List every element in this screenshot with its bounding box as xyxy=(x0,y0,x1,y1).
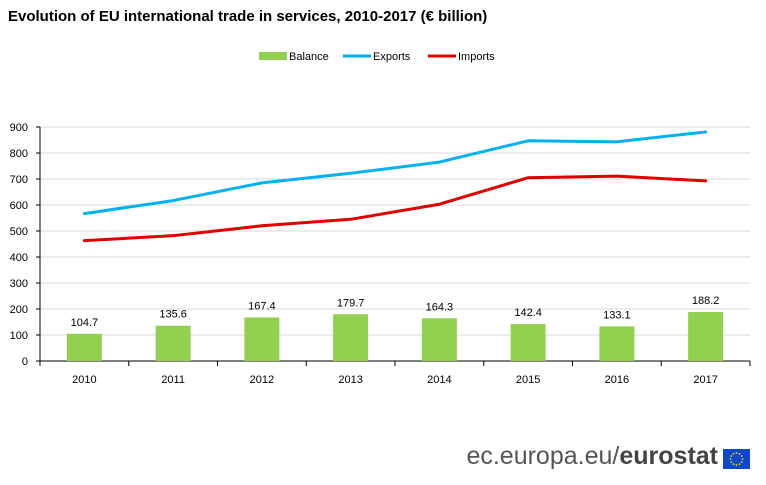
x-tick-label: 2013 xyxy=(338,374,362,386)
eu-star-icon xyxy=(738,452,741,455)
balance-data-label: 104.7 xyxy=(71,317,99,329)
eu-star-icon xyxy=(730,461,733,463)
legend-label-balance: Balance xyxy=(289,51,329,63)
chart-title: Evolution of EU international trade in s… xyxy=(8,8,488,25)
legend-label-exports: Exports xyxy=(373,51,411,63)
legend-swatch-balance xyxy=(259,52,287,60)
y-tick-label: 800 xyxy=(10,148,28,160)
balance-data-label: 167.4 xyxy=(248,300,276,312)
eu-star-icon xyxy=(735,464,738,466)
x-tick-label: 2012 xyxy=(250,374,274,386)
y-tick-label: 700 xyxy=(10,174,28,186)
balance-data-label: 164.3 xyxy=(426,301,454,313)
eu-star-icon xyxy=(735,452,738,454)
balance-data-label: 179.7 xyxy=(337,297,365,309)
x-tick-label: 2010 xyxy=(72,374,96,386)
x-tick-label: 2014 xyxy=(427,374,451,386)
footer-site: ec.europa.eu/ xyxy=(466,442,620,470)
y-tick-label: 300 xyxy=(10,278,28,290)
y-tick-label: 400 xyxy=(10,252,28,264)
imports-line xyxy=(82,174,708,243)
balance-data-label: 142.4 xyxy=(514,307,542,319)
eu-star-icon xyxy=(732,452,735,455)
y-tick-label: 200 xyxy=(10,304,28,316)
y-tick-label: 900 xyxy=(10,122,28,134)
x-tick-label: 2011 xyxy=(161,374,185,386)
eu-flag-icon xyxy=(723,449,750,469)
y-tick-label: 0 xyxy=(22,356,28,368)
balance-bar xyxy=(510,323,546,361)
balance-bar xyxy=(155,325,191,361)
eu-star-icon xyxy=(738,463,741,466)
eu-star-icon xyxy=(729,458,732,460)
y-tick-label: 500 xyxy=(10,226,28,238)
balance-bar xyxy=(244,317,280,361)
balance-bar xyxy=(599,326,635,361)
balance-bar xyxy=(688,312,724,361)
balance-bar xyxy=(333,314,369,361)
legend-label-imports: Imports xyxy=(458,51,495,63)
balance-data-label: 135.6 xyxy=(159,309,187,321)
balance-data-label: 133.1 xyxy=(603,309,631,321)
footer-brand: eurostat xyxy=(619,442,718,470)
x-tick-label: 2016 xyxy=(605,374,629,386)
eurostat-footer: ec.europa.eu/eurostat xyxy=(466,442,718,471)
x-tick-label: 2017 xyxy=(693,374,717,386)
exports-line xyxy=(82,130,708,216)
eu-star-icon xyxy=(741,458,744,460)
y-tick-label: 100 xyxy=(10,330,28,342)
balance-data-label: 188.2 xyxy=(692,295,720,307)
balance-bar xyxy=(66,333,102,361)
eu-star-icon xyxy=(740,461,743,463)
balance-bar xyxy=(421,318,457,361)
x-tick-label: 2015 xyxy=(516,374,540,386)
eu-star-icon xyxy=(740,455,743,457)
eu-star-icon xyxy=(730,455,733,457)
eu-star-icon xyxy=(732,463,735,466)
y-tick-label: 600 xyxy=(10,200,28,212)
eu-stars-icon xyxy=(729,452,744,466)
